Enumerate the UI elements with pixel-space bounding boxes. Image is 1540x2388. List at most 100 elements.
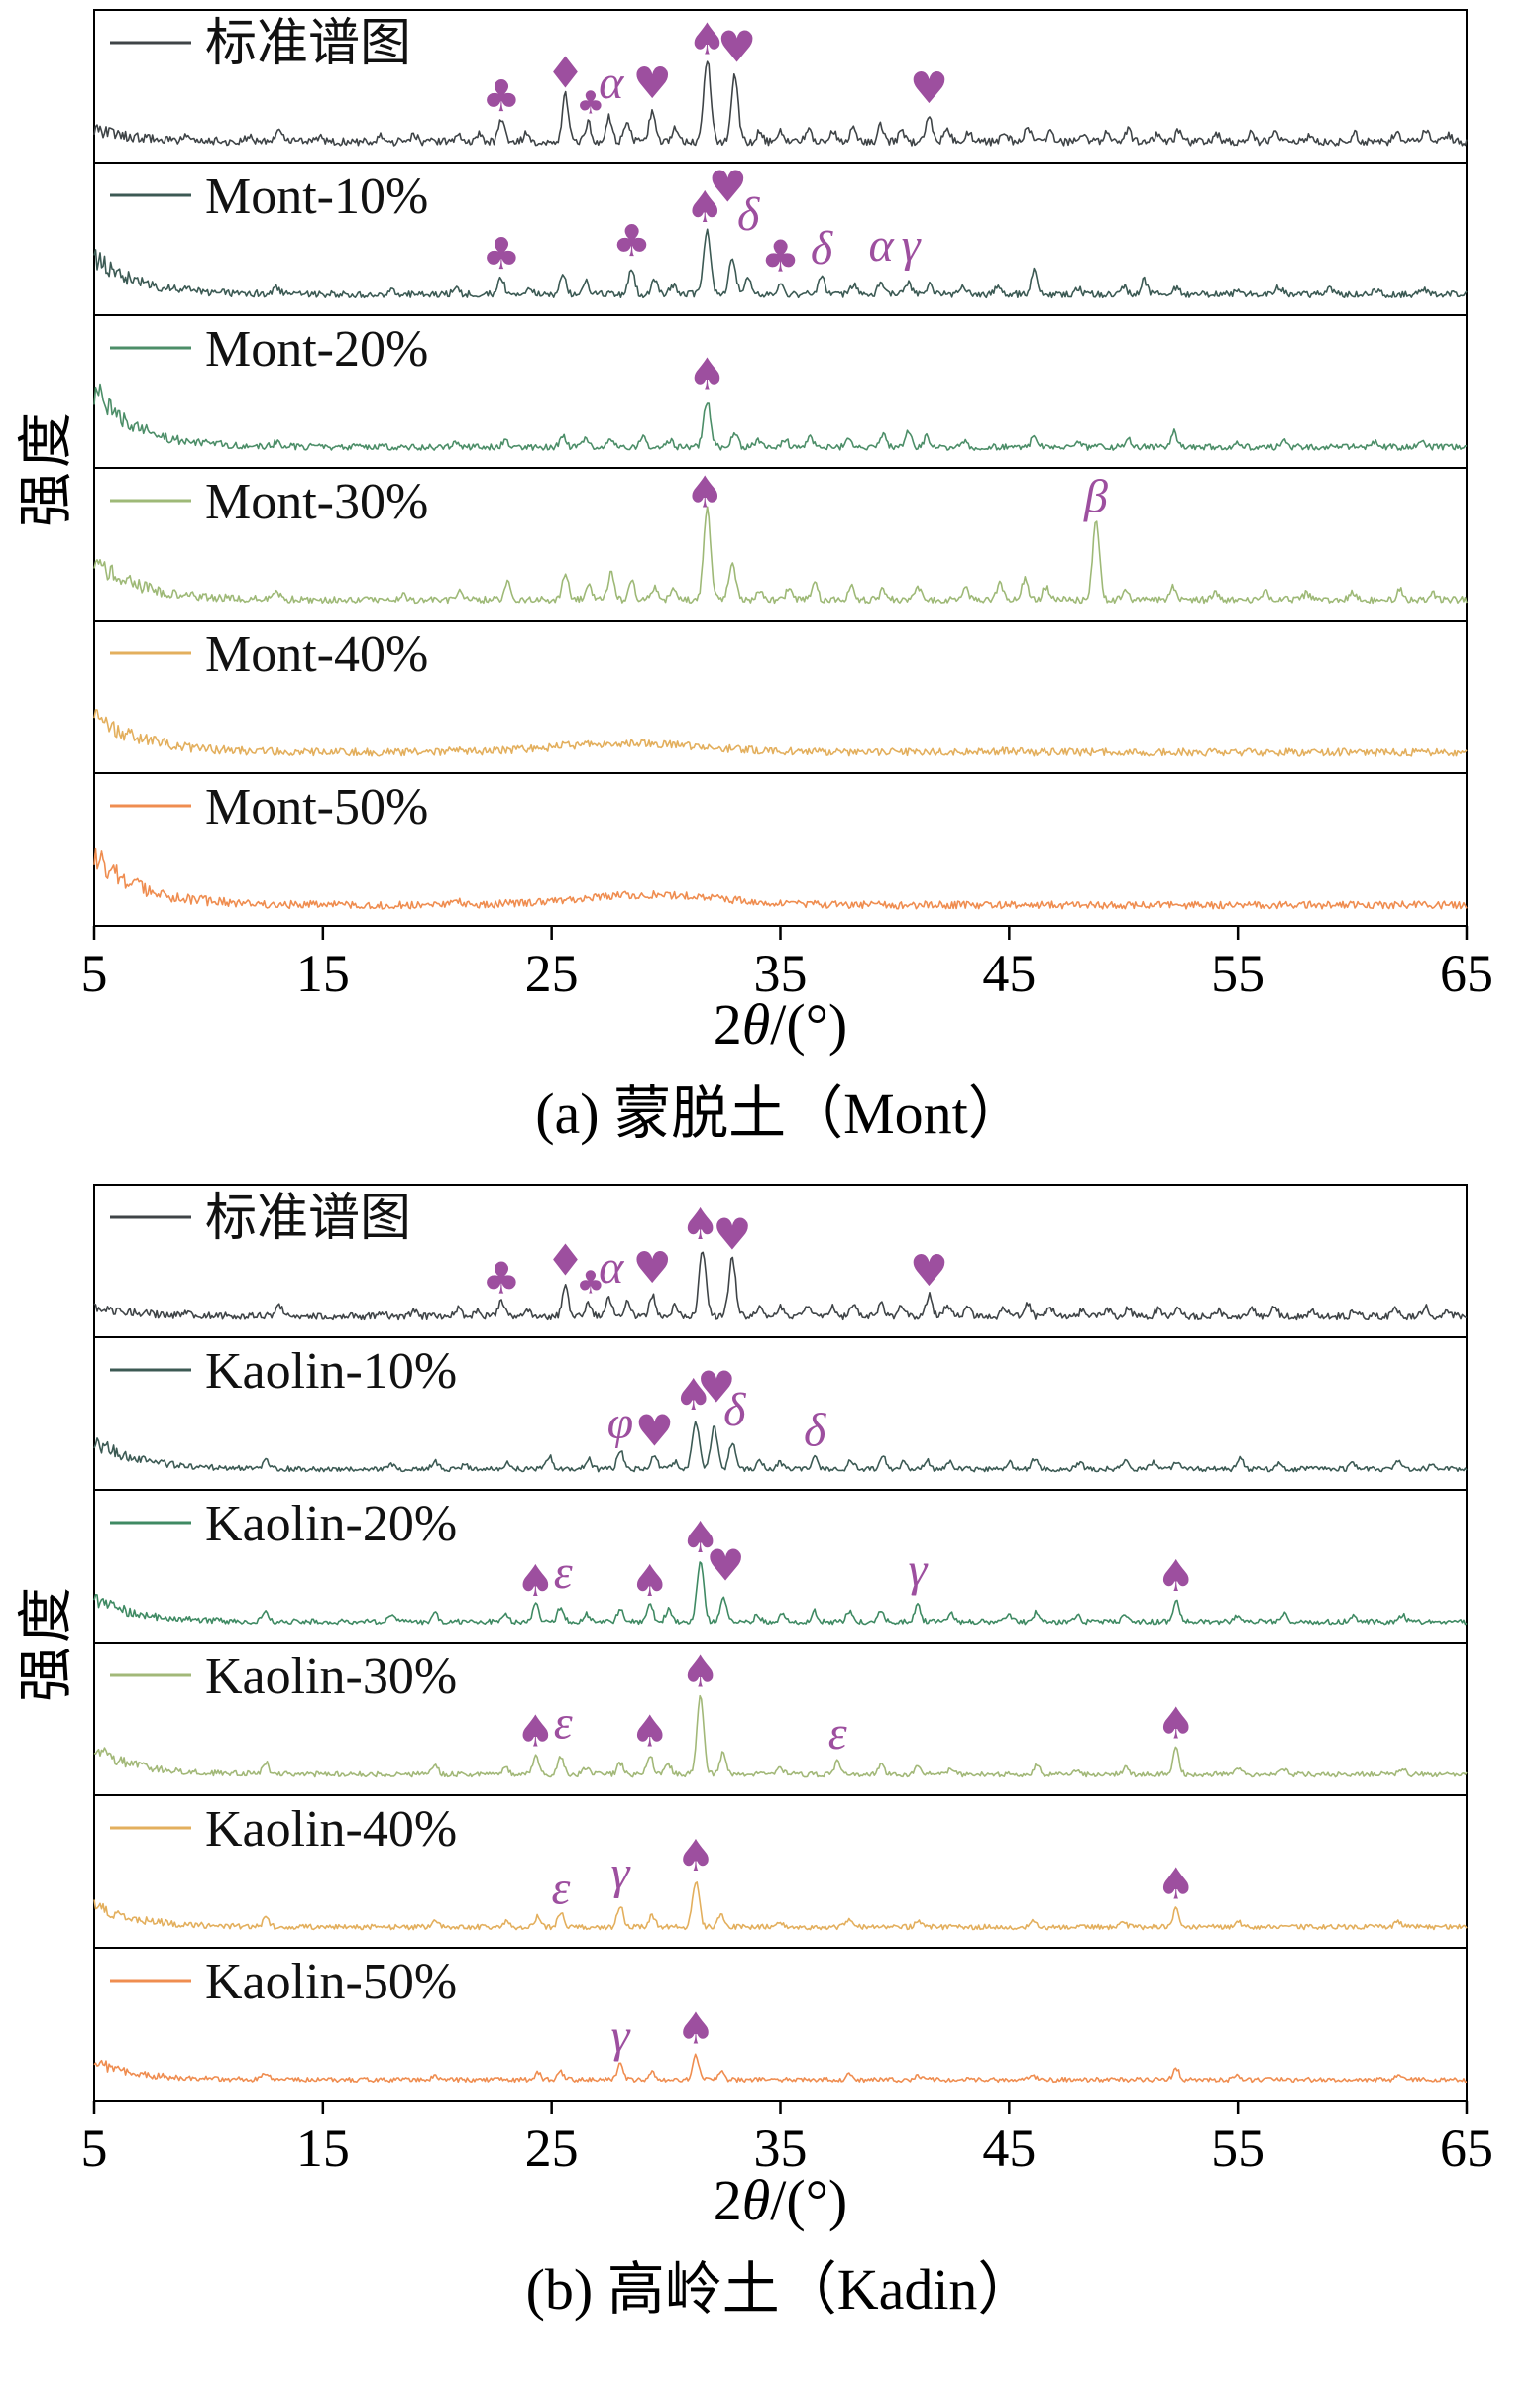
xrd-trace <box>93 1251 1468 1321</box>
peak-annotation: δ <box>737 188 760 241</box>
x-axis-tick-label: 25 <box>525 944 579 1003</box>
y-axis-label-panel-b: 强度 <box>16 1583 78 1702</box>
peak-annotation: ♠ <box>681 1199 719 1250</box>
peak-annotation: ♠ <box>516 1556 555 1607</box>
peak-annotation: ♦ <box>546 1235 585 1286</box>
peak-annotation: φ <box>607 1397 634 1449</box>
peak-annotation: ♣ <box>612 216 651 267</box>
legend-label: Kaolin-10% <box>205 1343 457 1400</box>
x-axis-tick-label: 5 <box>81 2118 108 2178</box>
legend-label: 标准谱图 <box>205 16 411 72</box>
x-axis-tick-label: 55 <box>1211 2118 1265 2178</box>
xrd-trace <box>93 383 1468 451</box>
peak-annotation: ♠ <box>516 1706 555 1757</box>
x-axis-tick-label: 65 <box>1440 2118 1493 2178</box>
peak-annotation: ε <box>828 1707 847 1760</box>
xrd-trace <box>93 1694 1468 1778</box>
xrd-trace <box>93 2053 1467 2084</box>
x-axis-label-suffix: /(°) <box>770 992 848 1057</box>
xrd-trace <box>93 506 1468 605</box>
peak-annotation: ♥ <box>910 63 948 114</box>
xrd-trace <box>93 847 1468 910</box>
x-axis-tick-label: 55 <box>1211 944 1265 1003</box>
peak-annotation: ♥ <box>709 162 747 212</box>
peak-annotation: δ <box>723 1384 746 1436</box>
legend-label: Mont-50% <box>205 779 428 836</box>
peak-annotation: ♣ <box>482 1254 520 1305</box>
legend-label: Mont-30% <box>205 474 428 530</box>
peak-annotation: α <box>599 57 624 109</box>
x-axis-tick-label: 45 <box>982 944 1036 1003</box>
peak-annotation: ♠ <box>1156 1551 1195 1602</box>
legend-label: Kaolin-40% <box>205 1801 457 1858</box>
peak-annotation: ♣ <box>482 229 520 280</box>
peak-annotation: ♣ <box>482 71 520 122</box>
xrd-trace <box>93 709 1468 757</box>
peak-annotation: ♣ <box>577 83 605 121</box>
legend-label: 标准谱图 <box>205 1191 411 1247</box>
peak-annotation: ♥ <box>697 1362 735 1413</box>
peak-annotation: γ <box>909 1544 929 1597</box>
x-axis-tick-label: 65 <box>1440 944 1493 1003</box>
peak-annotation: δ <box>804 1405 826 1457</box>
peak-annotation: ε <box>554 1697 573 1750</box>
legend-label: Mont-20% <box>205 321 428 378</box>
xrd-trace <box>93 1421 1468 1473</box>
y-axis-label-panel-a: 强度 <box>16 408 78 527</box>
peak-annotation: γ <box>610 1847 630 1899</box>
x-axis-label-panel-a: 2θ/(°) <box>94 991 1467 1058</box>
x-axis-tick-label: 35 <box>754 2118 808 2178</box>
x-axis-tick-label: 25 <box>525 2118 579 2178</box>
peak-annotation: γ <box>610 2009 630 2062</box>
x-axis-tick-label: 45 <box>982 2118 1036 2178</box>
legend-label: Kaolin-20% <box>205 1496 457 1552</box>
peak-annotation: δ <box>811 222 833 275</box>
peak-annotation: ε <box>554 1546 573 1599</box>
peak-annotation: β <box>1083 471 1108 523</box>
x-axis-tick-label: 5 <box>81 944 108 1003</box>
legend-label: Mont-10% <box>205 169 428 225</box>
peak-annotation: ε <box>551 1863 570 1915</box>
legend-label: Kaolin-50% <box>205 1954 457 2010</box>
peak-annotation: ♥ <box>635 1407 674 1457</box>
peak-annotation: ♠ <box>630 1556 669 1607</box>
peak-annotation: ♠ <box>686 182 724 233</box>
peak-annotation: ♠ <box>630 1706 669 1757</box>
theta-symbol: θ <box>741 2168 771 2232</box>
x-axis-tick-label: 15 <box>296 944 350 1003</box>
peak-annotation: ♥ <box>632 58 671 109</box>
peak-annotation: ♥ <box>910 1246 948 1297</box>
xrd-trace <box>93 1881 1468 1931</box>
peak-annotation: α <box>868 219 894 272</box>
legend-label: Mont-40% <box>205 626 428 683</box>
peak-annotation: ♠ <box>681 1648 719 1698</box>
peak-annotation: α <box>599 1241 624 1294</box>
xrd-trace <box>93 228 1468 299</box>
peak-annotation: ♠ <box>688 350 726 400</box>
peak-annotation: ♥ <box>632 1243 671 1294</box>
peak-annotation: ♠ <box>1156 1859 1195 1909</box>
peak-annotation: γ <box>902 219 922 272</box>
peak-annotation: ♠ <box>686 467 724 517</box>
subplot-frame <box>93 467 1468 622</box>
peak-annotation: ♥ <box>706 1540 744 1591</box>
peak-annotation: ♦ <box>546 48 585 98</box>
peak-annotation: ♠ <box>688 15 726 65</box>
peak-annotation: ♠ <box>1156 1699 1195 1750</box>
x-axis-tick-label: 15 <box>296 2118 350 2178</box>
subplot-frame <box>93 620 1468 774</box>
peak-annotation: ♠ <box>676 1831 715 1881</box>
peak-annotation: ♥ <box>717 22 756 72</box>
x-axis-label-suffix: /(°) <box>770 2168 848 2232</box>
subplot-frame <box>93 1642 1468 1796</box>
x-axis-label-panel-b: 2θ/(°) <box>94 2167 1467 2233</box>
x-axis-label-prefix: 2 <box>713 2168 742 2232</box>
subplot-frame <box>93 1947 1468 2102</box>
xrd-trace <box>93 1561 1468 1626</box>
xrd-trace <box>93 60 1468 147</box>
peak-annotation: ♠ <box>681 1513 719 1563</box>
peak-annotation: ♥ <box>713 1209 751 1260</box>
peak-annotation: ♠ <box>676 2004 715 2055</box>
